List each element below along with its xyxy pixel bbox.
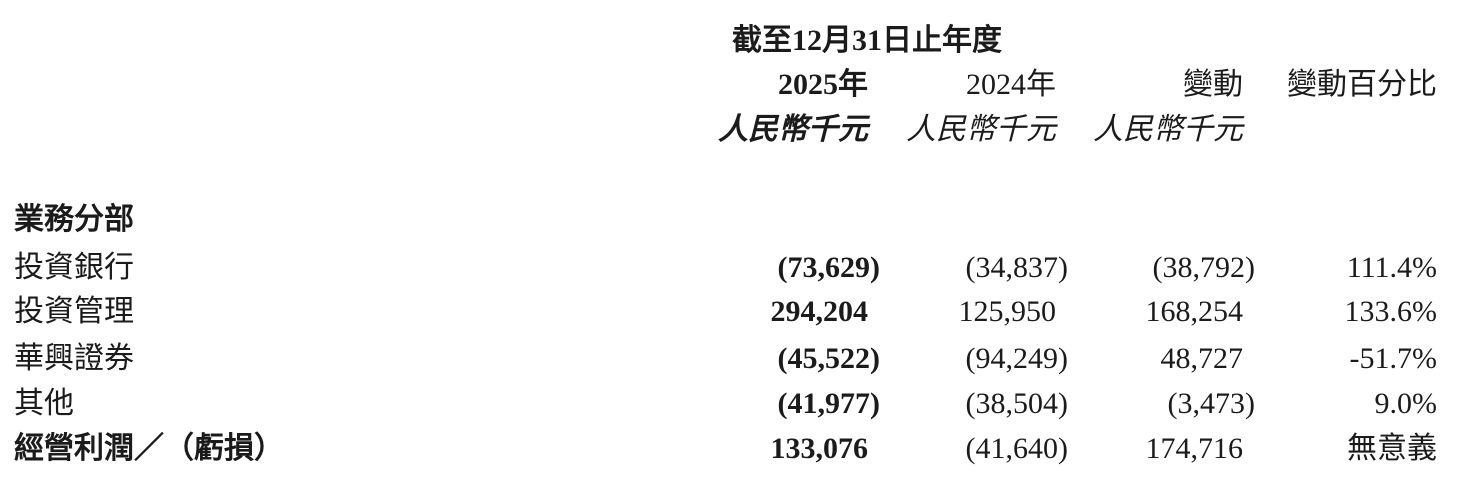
table-row: 其他 (41,977) (38,504) (3,473) 9.0%	[0, 385, 1462, 423]
column-header-row: 2025年 2024年 變動 變動百分比	[0, 66, 1462, 104]
value-2025: (73,629)	[777, 251, 880, 284]
column-header-2024: 2024年	[966, 68, 1056, 101]
table-row-total: 經營利潤／（虧損） 133,076 (41,640) 174,716 無意義	[0, 430, 1462, 468]
value-change-pct: -51.7%	[1349, 342, 1437, 375]
table-row: 投資銀行 (73,629) (34,837) (38,792) 111.4%	[0, 249, 1462, 287]
column-header-2025: 2025年	[778, 68, 868, 101]
section-header-row: 業務分部	[0, 201, 1462, 239]
unit-label-2024: 人民幣千元	[906, 113, 1056, 146]
value-2025: (41,977)	[777, 387, 880, 420]
table-row: 投資管理 294,204 125,950 168,254 133.6%	[0, 293, 1462, 331]
value-change-pct: 133.6%	[1344, 295, 1438, 328]
row-label: 其他	[14, 387, 74, 420]
column-header-change: 變動	[1183, 68, 1243, 101]
value-2024: (41,640)	[965, 432, 1068, 465]
value-2025: 133,076	[770, 432, 869, 465]
value-2024: (94,249)	[965, 342, 1068, 375]
row-label: 經營利潤／（虧損）	[14, 432, 284, 465]
row-label: 投資銀行	[14, 251, 134, 284]
value-2025: 294,204	[770, 295, 869, 328]
unit-label-2025: 人民幣千元	[718, 113, 868, 146]
value-change-pct: 111.4%	[1346, 251, 1437, 284]
value-2024: (34,837)	[965, 251, 1068, 284]
table-row: 華興證券 (45,522) (94,249) 48,727 -51.7%	[0, 340, 1462, 378]
value-change: 48,727	[1160, 342, 1244, 375]
section-title: 業務分部	[14, 203, 134, 236]
row-label: 華興證券	[14, 342, 134, 375]
period-title: 截至12月31日止年度	[732, 24, 1002, 57]
value-change: 174,716	[1145, 432, 1244, 465]
value-change: 168,254	[1145, 295, 1244, 328]
unit-header-row: 人民幣千元 人民幣千元 人民幣千元	[0, 111, 1462, 149]
value-2024: (38,504)	[965, 387, 1068, 420]
unit-label-change: 人民幣千元	[1093, 113, 1243, 146]
value-change-pct: 9.0%	[1374, 387, 1438, 420]
value-2024: 125,950	[958, 295, 1057, 328]
value-2025: (45,522)	[777, 342, 880, 375]
value-change: (38,792)	[1152, 251, 1255, 284]
row-label: 投資管理	[14, 295, 134, 328]
column-header-change-pct: 變動百分比	[1287, 68, 1437, 101]
value-change: (3,473)	[1167, 387, 1255, 420]
value-change-pct: 無意義	[1347, 432, 1437, 465]
